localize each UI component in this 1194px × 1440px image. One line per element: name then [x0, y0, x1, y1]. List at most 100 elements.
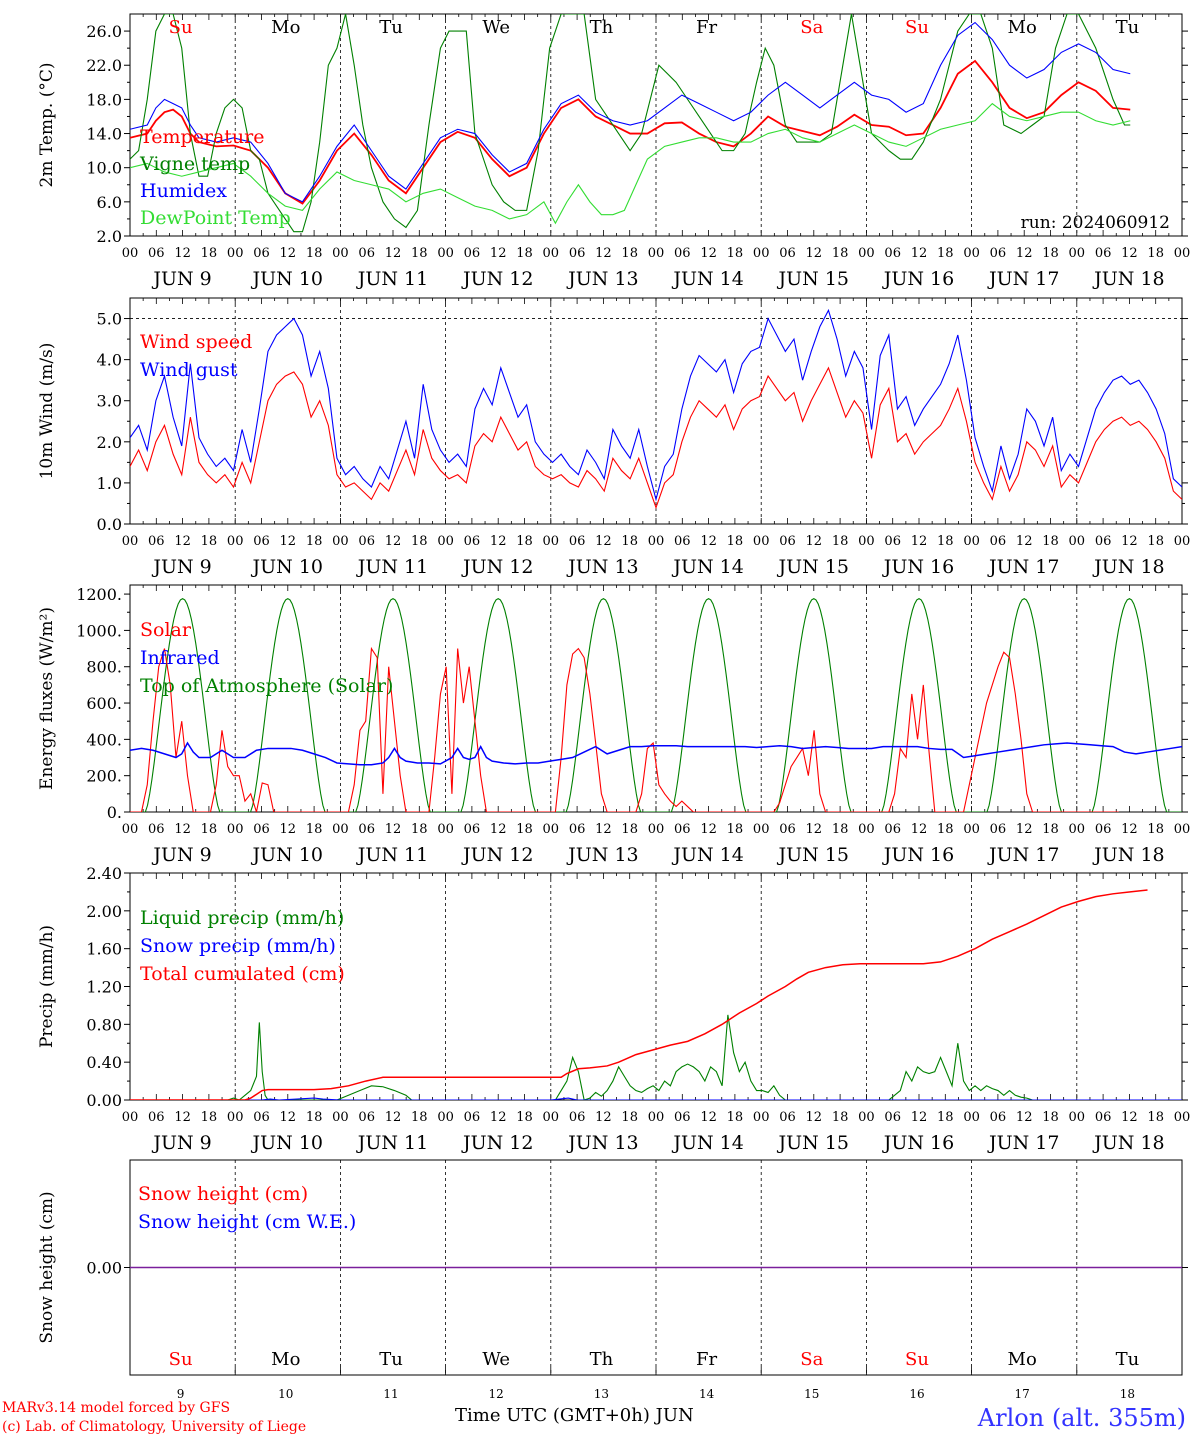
day-name-bottom: Tu — [379, 1349, 403, 1370]
day-name-top: We — [482, 17, 510, 38]
x-hour-label: 12 — [385, 822, 402, 837]
x-hour-label: 06 — [990, 822, 1007, 837]
x-hour-label: 18 — [1147, 534, 1164, 549]
y-tick-label: 6.0 — [97, 193, 122, 212]
x-hour-label: 00 — [1069, 1110, 1086, 1125]
x-hour-label: 06 — [990, 1110, 1007, 1125]
series-group — [130, 889, 1182, 1100]
y-tick-label: 400. — [86, 730, 122, 749]
x-hour-label: 12 — [911, 822, 928, 837]
legend-entry: Total cumulated (cm) — [140, 963, 345, 985]
x-hour-label: 00 — [1174, 1110, 1191, 1125]
x-hour-label: 06 — [884, 822, 901, 837]
x-hour-label: 06 — [779, 534, 796, 549]
x-date-label: JUN 13 — [566, 556, 638, 578]
x-hour-label: 18 — [621, 534, 638, 549]
x-hour-label: 18 — [621, 1110, 638, 1125]
x-hour-label: 18 — [306, 534, 323, 549]
x-hour-label: 00 — [858, 246, 875, 261]
x-axis-month: JUN — [655, 1405, 694, 1426]
x-axis-label: Time UTC (GMT+0h) JUN — [455, 1405, 694, 1426]
x-hour-label: 06 — [253, 822, 270, 837]
x-hour-label: 00 — [332, 822, 349, 837]
y-tick-label: 4.0 — [97, 351, 122, 370]
x-date-label: JUN 11 — [356, 844, 428, 866]
y-tick-label: 0.80 — [86, 1015, 122, 1034]
day-name-bottom: Th — [590, 1349, 614, 1370]
x-hour-label: 12 — [1016, 822, 1033, 837]
x-date-label: JUN 11 — [356, 556, 428, 578]
series-dewpoint-temp — [130, 102, 1131, 225]
x-hour-label: 18 — [1147, 1110, 1164, 1125]
legend-entry: Humidex — [140, 180, 227, 202]
y-axis-label: Precip (mm/h) — [37, 925, 57, 1048]
x-date-label: JUN 18 — [1092, 268, 1164, 290]
x-date-label: JUN 14 — [671, 268, 743, 290]
day-name-bottom: Su — [169, 1349, 193, 1370]
day-number: 12 — [489, 1387, 504, 1401]
y-tick-label: 1.20 — [86, 978, 122, 997]
x-hour-label: 12 — [490, 246, 507, 261]
x-date-label: JUN 12 — [461, 1132, 533, 1154]
x-hour-label: 18 — [621, 822, 638, 837]
x-date-label: JUN 15 — [777, 556, 849, 578]
x-hour-label: 00 — [543, 534, 560, 549]
x-hour-label: 00 — [332, 534, 349, 549]
x-hour-label: 06 — [148, 246, 165, 261]
x-hour-label: 12 — [806, 822, 823, 837]
x-hour-label: 12 — [174, 246, 191, 261]
day-number: 10 — [278, 1387, 293, 1401]
x-date-label: JUN 11 — [356, 1132, 428, 1154]
credit-lab: (c) Lab. of Climatology, University of L… — [2, 1419, 307, 1435]
y-tick-label: 2.0 — [97, 227, 122, 246]
x-date-label: JUN 17 — [987, 844, 1059, 866]
x-hour-label: 00 — [1174, 822, 1191, 837]
x-hour-label: 06 — [253, 534, 270, 549]
x-date-label: JUN 14 — [671, 1132, 743, 1154]
panel-energy: 0. 200. 400. 600. 800. 1000. 1200. Energy fluxe… — [37, 584, 1191, 866]
x-hour-label: 06 — [148, 1110, 165, 1125]
x-date-label: JUN 18 — [1092, 556, 1164, 578]
y-tick-label: 22.0 — [86, 56, 122, 75]
x-hour-label: 12 — [490, 822, 507, 837]
x-hour-label: 06 — [1095, 246, 1112, 261]
day-name-top: Fr — [696, 17, 717, 38]
series-wind-speed — [130, 366, 1182, 510]
x-hour-label: 06 — [779, 1110, 796, 1125]
x-date-label: JUN 18 — [1092, 844, 1164, 866]
x-hour-label: 00 — [122, 246, 139, 261]
x-hour-label: 00 — [1069, 246, 1086, 261]
series-group — [130, 14, 1131, 233]
x-hour-label: 12 — [385, 534, 402, 549]
x-hour-label: 18 — [832, 534, 849, 549]
x-hour-label: 18 — [516, 246, 533, 261]
day-number: 9 — [177, 1387, 185, 1401]
y-tick-label: 1200. — [76, 585, 122, 604]
x-hour-label: 12 — [806, 246, 823, 261]
x-hour-label: 12 — [174, 1110, 191, 1125]
legend-entry: Solar — [140, 619, 192, 641]
x-hour-label: 00 — [227, 246, 244, 261]
x-hour-label: 06 — [358, 1110, 375, 1125]
x-date-label: JUN 11 — [356, 268, 428, 290]
y-tick-label: 600. — [86, 694, 122, 713]
x-hour-label: 18 — [1042, 1110, 1059, 1125]
x-hour-label: 00 — [753, 822, 770, 837]
y-axis-label: Energy fluxes (W/m²) — [37, 607, 57, 790]
y-tick-label: 3.0 — [97, 392, 122, 411]
y-tick-label: 26.0 — [86, 22, 122, 41]
x-hour-label: 06 — [569, 534, 586, 549]
y-tick-label: 18.0 — [86, 90, 122, 109]
legend-entry: Snow height (cm) — [138, 1183, 308, 1205]
x-hour-label: 12 — [700, 1110, 717, 1125]
day-name-bottom: Tu — [1116, 1349, 1140, 1370]
series-vigne-temp — [130, 14, 1131, 233]
x-date-label: JUN 12 — [461, 556, 533, 578]
x-hour-label: 00 — [1069, 822, 1086, 837]
credit-model: MARv3.14 model forced by GFS — [2, 1400, 231, 1416]
x-hour-label: 12 — [911, 246, 928, 261]
legend-entry: Liquid precip (mm/h) — [140, 907, 344, 929]
legend-entry: Temperature — [140, 126, 264, 148]
x-hour-label: 00 — [1174, 246, 1191, 261]
